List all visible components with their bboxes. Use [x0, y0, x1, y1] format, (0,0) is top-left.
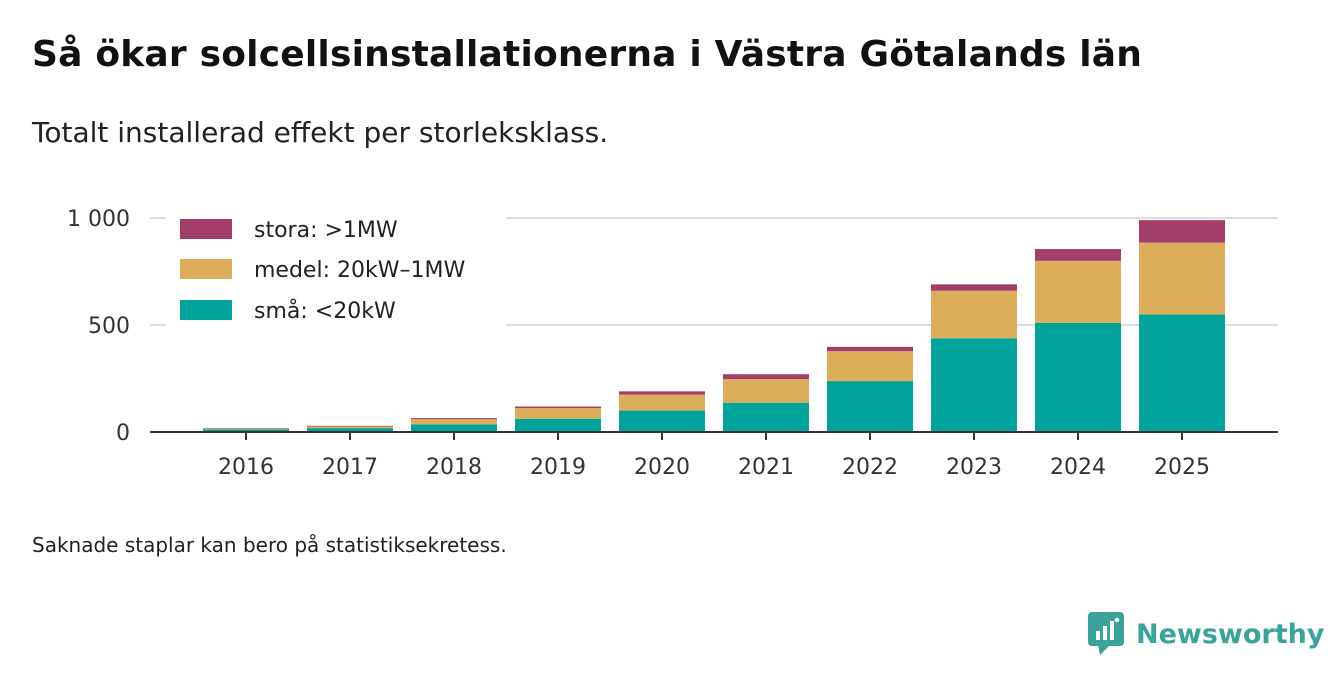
y-tick-label: 0 [116, 421, 130, 446]
bar-segment [515, 408, 601, 419]
bar-segment [723, 403, 809, 432]
y-tick-label: 500 [88, 314, 130, 339]
x-tick-label: 2020 [634, 455, 690, 480]
bar-segment [1035, 249, 1121, 261]
bar-segment [723, 374, 809, 379]
bar-segment [1139, 314, 1225, 432]
bar-segment [931, 338, 1017, 432]
x-tick-label: 2024 [1050, 455, 1106, 480]
bar-segment [1139, 220, 1225, 242]
bar-segment [931, 284, 1017, 290]
brand-logo[interactable]: Newsworthy [1088, 612, 1324, 656]
y-tick-label: 1 000 [67, 207, 130, 232]
x-tick-label: 2021 [738, 455, 794, 480]
bar-segment [411, 418, 497, 419]
bar-segment [827, 381, 913, 432]
bar-segment [515, 419, 601, 432]
x-tick-label: 2016 [218, 455, 274, 480]
legend-swatch [180, 259, 232, 279]
bar-segment [411, 419, 497, 424]
legend-label: medel: 20kW–1MW [254, 258, 465, 283]
bar-segment [723, 379, 809, 403]
x-tick-label: 2019 [530, 455, 586, 480]
brand-name: Newsworthy [1136, 619, 1324, 650]
bar-segment [1139, 243, 1225, 315]
bar-segment [619, 391, 705, 394]
x-tick-label: 2018 [426, 455, 482, 480]
x-tick-label: 2023 [946, 455, 1002, 480]
x-tick-label: 2025 [1154, 455, 1210, 480]
legend-swatch [180, 219, 232, 239]
footnote: Saknade staplar kan bero på statistiksek… [32, 533, 507, 557]
bar-segment [307, 426, 393, 428]
x-tick-label: 2017 [322, 455, 378, 480]
bar-segment [931, 291, 1017, 339]
legend-label: små: <20kW [254, 298, 396, 324]
bar-segment [515, 407, 601, 408]
bar-segment [307, 426, 393, 427]
x-tick-label: 2022 [842, 455, 898, 480]
bar-segment [827, 347, 913, 351]
bar-segment [827, 351, 913, 381]
bar-segment [1035, 323, 1121, 432]
legend-swatch [180, 300, 232, 320]
newsworthy-logo-icon [1088, 612, 1124, 656]
bar-segment [411, 425, 497, 432]
bar-segment [619, 411, 705, 432]
legend-label: stora: >1MW [254, 218, 398, 243]
bar-segment [1035, 261, 1121, 323]
bar-segment [619, 395, 705, 411]
bar-segment [203, 428, 289, 429]
